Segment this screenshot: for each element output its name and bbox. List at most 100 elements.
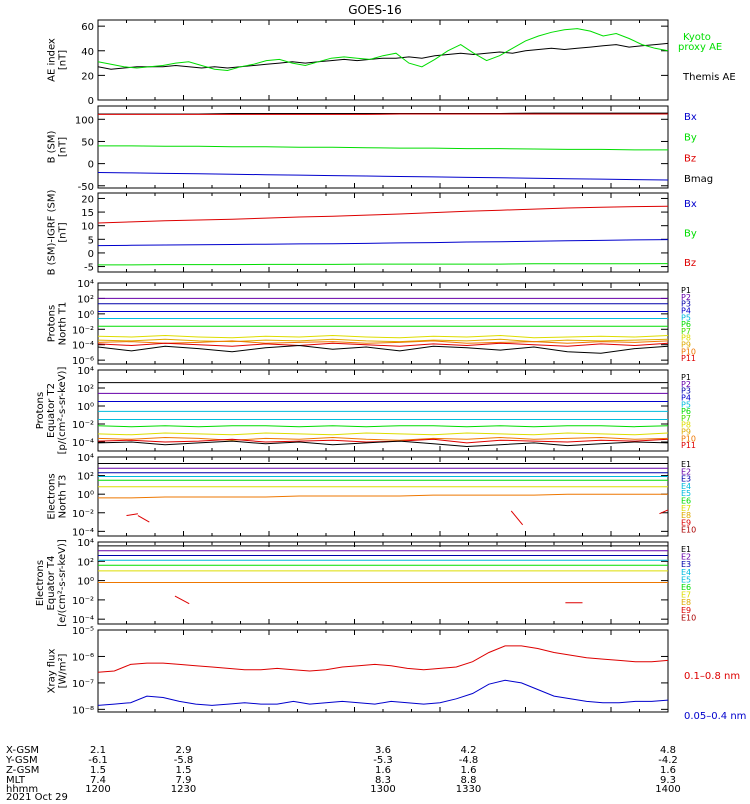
panel-8-legend-short: 0.05–0.4 nm: [684, 711, 746, 722]
panel-8-series-1: [98, 646, 668, 672]
panel-1-legend-proxy-ae: proxy AE: [678, 42, 722, 53]
panel-8-legend-long: 0.1–0.8 nm: [684, 671, 740, 682]
panel-1-ylabel: [nT]: [58, 50, 69, 70]
panel-7-segment-1: [175, 596, 189, 604]
panel-4-frame: [98, 283, 668, 364]
panel-1-ytick-label: 20: [81, 71, 94, 82]
xaxis-value-hhmm-3: 1300: [370, 784, 395, 795]
panel-2-ylabel: B (SM): [47, 130, 58, 163]
panel-5-ytick-label: 10⁰: [77, 402, 94, 413]
panel-6-legend-E10: E10: [681, 526, 696, 535]
panel-3-frame: [98, 193, 668, 272]
panel-3-legend-Bz: Bz: [684, 258, 696, 269]
panel-3-ytick-label: 0: [88, 249, 94, 260]
panel-7-legend-E10: E10: [681, 613, 696, 622]
panel-3-series-2: [98, 240, 668, 246]
panel-8-frame: [98, 630, 668, 712]
panel-3-ytick-label: 10: [81, 222, 94, 233]
panel-6-ytick-label: 10²: [77, 472, 94, 483]
panel-4-series-11: [98, 346, 668, 354]
panel-2-legend-By: By: [684, 133, 697, 144]
panel-3-legend-Bx: Bx: [684, 199, 697, 210]
panel-7-ytick-label: 10⁴: [77, 538, 94, 549]
panel-1-series-1: [98, 43, 668, 69]
panel-4-series-7: [98, 336, 668, 338]
panel-1-series-2: [98, 29, 668, 71]
panel-4-series-10: [98, 343, 668, 346]
xaxis-date: 2021 Oct 29: [6, 792, 68, 800]
panel-6-segment-3: [511, 511, 522, 525]
panel-4-legend-P11: P11: [681, 354, 696, 363]
panel-1-ytick-label: 60: [81, 22, 94, 33]
panel-3-series-1: [98, 206, 668, 223]
panel-6-segment-2: [138, 516, 149, 523]
panel-6-ylabel: Electrons: [47, 473, 58, 519]
xaxis-value-hhmm-2: 1230: [171, 784, 196, 795]
panel-7-ylabel: Equator T4: [46, 556, 57, 611]
panel-5-ytick-label: 10²: [77, 384, 94, 395]
panel-2-ytick-label: 100: [75, 115, 94, 126]
panel-4-ylabel: North T1: [58, 302, 69, 346]
panel-7-ytick-label: 10⁰: [77, 577, 94, 588]
panel-7-ytick-label: 10²: [77, 557, 94, 568]
panel-7-ylabel: [e/(cm²-s-sr-keV)]: [57, 539, 68, 627]
panel-7-ylabel: Electrons: [35, 560, 46, 606]
panel-5-ytick-label: 10⁴: [77, 366, 94, 377]
panel-8-ytick-label: 10⁻⁶: [72, 652, 94, 663]
panel-3-ytick-label: -5: [84, 263, 94, 274]
panel-6-ytick-label: 10⁻⁴: [72, 527, 94, 538]
panel-2-legend-Bz: Bz: [684, 153, 696, 164]
panel-5-ylabel: [p/(cm²-s-sr-keV)]: [57, 367, 68, 455]
panel-5-series-8: [98, 438, 668, 441]
panel-5-series-6: [98, 426, 668, 427]
panel-6-ylabel: North T3: [58, 475, 69, 519]
panel-2-ylabel: [nT]: [58, 137, 69, 157]
panel-2-ytick-label: 50: [81, 137, 94, 148]
panel-5-ytick-label: 10⁻²: [72, 420, 94, 431]
panel-8-series-2: [98, 680, 668, 705]
panel-8-ylabel: Xray flux: [47, 649, 58, 694]
panel-3-ytick-label: 15: [81, 208, 94, 219]
panel-3-legend-By: By: [684, 229, 697, 240]
panel-8-ytick-label: 10⁻⁷: [72, 679, 94, 690]
panel-6-series-7: [98, 494, 668, 498]
panel-2-series-4: [98, 173, 668, 181]
panel-5-ylabel: Protons: [35, 392, 46, 429]
panel-7-ytick-label: 10⁻²: [72, 596, 94, 607]
xaxis-value-hhmm-1: 1200: [85, 784, 110, 795]
panel-6-segment-1: [127, 514, 138, 516]
panel-6-ytick-label: 10⁻²: [72, 509, 94, 520]
panel-1-frame: [98, 20, 668, 100]
panel-8-ytick-label: 10⁻⁵: [72, 626, 94, 637]
xaxis-value-hhmm-4: 1330: [456, 784, 481, 795]
panel-1-ytick-label: 0: [88, 96, 94, 107]
panel-4-ytick-label: 10⁰: [77, 310, 94, 321]
panel-2-legend-Bmag: Bmag: [684, 174, 713, 185]
panel-3-ytick-label: 5: [88, 235, 94, 246]
panel-4-series-8: [98, 339, 668, 341]
panel-2-legend-Bx: Bx: [684, 112, 697, 123]
panel-2-ytick-label: -50: [78, 182, 94, 193]
panel-8-ytick-label: 10⁻⁸: [72, 705, 94, 716]
panel-4-ytick-label: 10⁻⁴: [72, 341, 94, 352]
panel-2-frame: [98, 106, 668, 188]
panel-2-series-3: [98, 146, 668, 150]
panel-5-ytick-label: 10⁻⁴: [72, 438, 94, 449]
panel-3-ylabel: B (SM)-IGRF (SM): [47, 190, 58, 276]
panel-4-ylabel: Protons: [47, 305, 58, 342]
panel-7-ytick-label: 10⁻⁴: [72, 615, 94, 626]
panel-3-ytick-label: 20: [81, 194, 94, 205]
xaxis-value-hhmm-5: 1400: [655, 784, 680, 795]
panel-1-ytick-label: 40: [81, 47, 94, 58]
panel-5-series-7: [98, 433, 668, 435]
panel-3-ylabel: [nT]: [58, 222, 69, 242]
panel-3-series-3: [98, 264, 668, 265]
panel-4-ytick-label: 10²: [77, 294, 94, 305]
panel-6-ytick-label: 10⁰: [77, 490, 94, 501]
panel-4-ytick-label: 10⁻²: [72, 325, 94, 336]
plot-title: GOES-16: [348, 3, 402, 17]
panel-5-legend-P11: P11: [681, 441, 696, 450]
panel-1-legend-themis-ae: Themis AE: [682, 72, 736, 83]
